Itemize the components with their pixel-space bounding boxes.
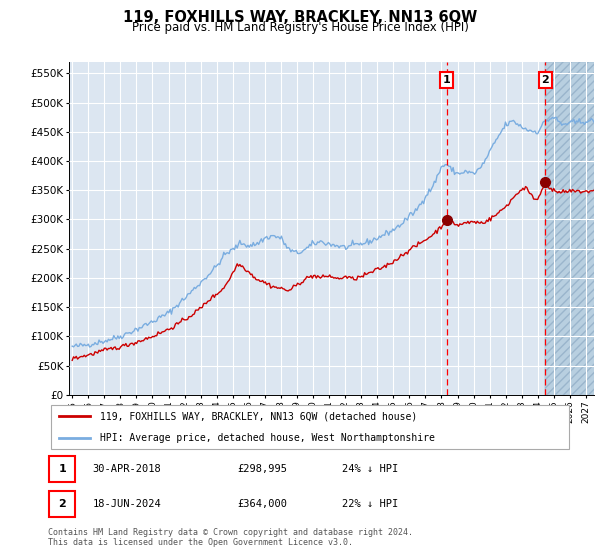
Bar (545, 62, 600, 395)
Text: 30-APR-2018: 30-APR-2018 (92, 464, 161, 474)
FancyBboxPatch shape (49, 491, 76, 517)
Text: Price paid vs. HM Land Registry's House Price Index (HPI): Price paid vs. HM Land Registry's House … (131, 21, 469, 34)
Text: £298,995: £298,995 (237, 464, 287, 474)
FancyBboxPatch shape (50, 405, 569, 449)
Text: 22% ↓ HPI: 22% ↓ HPI (342, 499, 398, 509)
Text: 2: 2 (58, 499, 66, 509)
Bar (545, 62, 600, 395)
Bar (447, 62, 545, 395)
Text: Contains HM Land Registry data © Crown copyright and database right 2024.
This d: Contains HM Land Registry data © Crown c… (48, 528, 413, 547)
Text: HPI: Average price, detached house, West Northamptonshire: HPI: Average price, detached house, West… (101, 433, 436, 443)
Text: £364,000: £364,000 (237, 499, 287, 509)
Text: 2: 2 (541, 75, 549, 85)
Text: 24% ↓ HPI: 24% ↓ HPI (342, 464, 398, 474)
Text: 18-JUN-2024: 18-JUN-2024 (92, 499, 161, 509)
Text: 119, FOXHILLS WAY, BRACKLEY, NN13 6QW: 119, FOXHILLS WAY, BRACKLEY, NN13 6QW (123, 10, 477, 25)
Text: 1: 1 (58, 464, 66, 474)
FancyBboxPatch shape (49, 456, 76, 482)
Text: 119, FOXHILLS WAY, BRACKLEY, NN13 6QW (detached house): 119, FOXHILLS WAY, BRACKLEY, NN13 6QW (d… (101, 411, 418, 421)
Text: 1: 1 (443, 75, 451, 85)
